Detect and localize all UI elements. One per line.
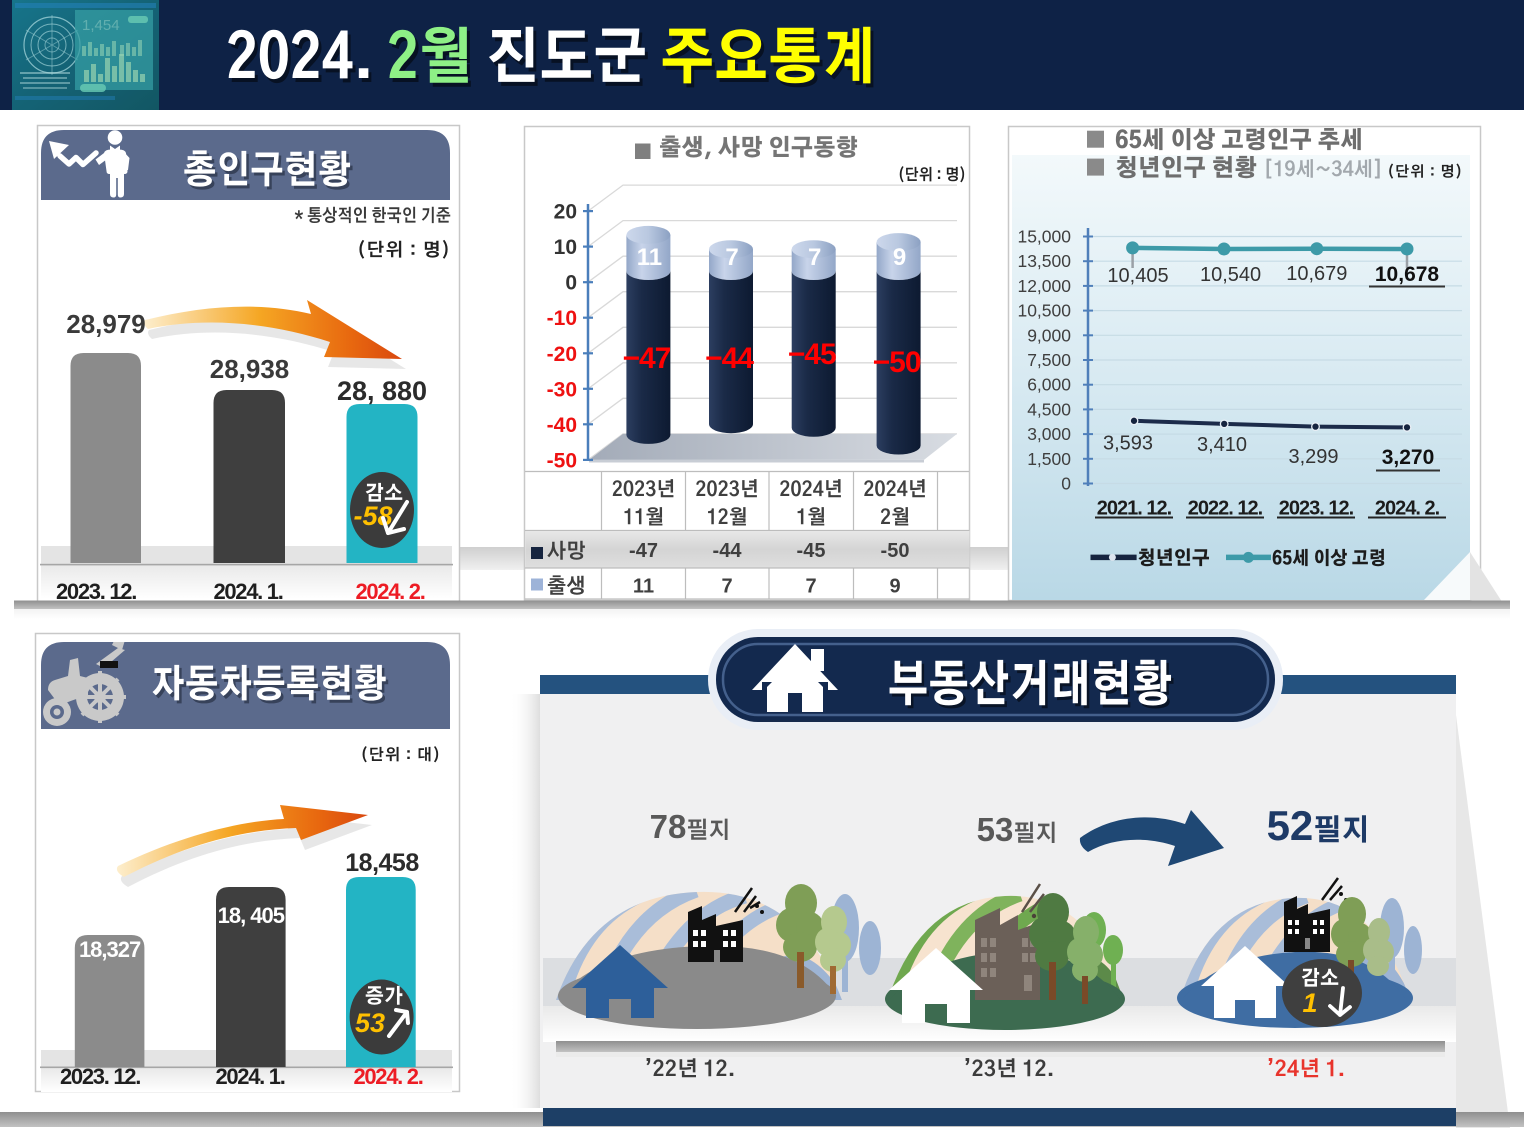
svg-text:2022. 12.: 2022. 12. xyxy=(1188,498,1263,520)
svg-text:2024. 1.: 2024. 1. xyxy=(213,579,282,604)
svg-text:7: 7 xyxy=(805,576,816,598)
svg-text:4,500: 4,500 xyxy=(1027,399,1071,419)
svg-text:2024. 2.: 2024. 2. xyxy=(353,1064,422,1089)
svg-text:10: 10 xyxy=(554,236,577,259)
svg-text:10,679: 10,679 xyxy=(1286,263,1347,285)
svg-text:28,938: 28,938 xyxy=(210,354,290,384)
svg-text:53: 53 xyxy=(355,1008,385,1038)
svg-text:0: 0 xyxy=(565,272,577,295)
svg-text:10,405: 10,405 xyxy=(1107,265,1168,287)
svg-text:9: 9 xyxy=(889,576,900,598)
svg-text:7: 7 xyxy=(721,576,732,598)
svg-text:28,979: 28,979 xyxy=(66,309,146,339)
svg-text:1,454: 1,454 xyxy=(82,17,120,34)
svg-text:-50: -50 xyxy=(881,540,910,562)
svg-text:3,410: 3,410 xyxy=(1197,434,1247,456)
svg-text:53: 53 xyxy=(977,811,1014,848)
svg-text:−47: −47 xyxy=(622,342,670,375)
svg-text:−50: −50 xyxy=(873,346,921,379)
svg-text:28, 880: 28, 880 xyxy=(337,376,427,406)
svg-text:13,500: 13,500 xyxy=(1017,251,1071,271)
svg-text:1: 1 xyxy=(1302,988,1317,1018)
svg-text:3,299: 3,299 xyxy=(1288,446,1338,468)
svg-text:10,540: 10,540 xyxy=(1200,264,1261,286)
svg-text:0: 0 xyxy=(1061,474,1071,494)
svg-text:3,593: 3,593 xyxy=(1103,433,1153,455)
svg-text:-47: -47 xyxy=(629,540,658,562)
svg-text:2024. 2.: 2024. 2. xyxy=(1375,498,1440,520)
svg-text:7: 7 xyxy=(808,244,821,271)
svg-text:11: 11 xyxy=(633,576,654,598)
svg-text:-50: -50 xyxy=(547,449,577,472)
svg-text:7: 7 xyxy=(725,244,738,271)
svg-text:12,000: 12,000 xyxy=(1017,276,1071,296)
svg-text:52: 52 xyxy=(1267,802,1314,849)
svg-text:15,000: 15,000 xyxy=(1017,227,1071,247)
svg-text:2023. 12.: 2023. 12. xyxy=(56,579,136,604)
svg-text:2023. 12.: 2023. 12. xyxy=(60,1064,140,1089)
svg-text:-10: -10 xyxy=(547,307,577,330)
svg-text:78: 78 xyxy=(650,808,687,845)
svg-text:-45: -45 xyxy=(797,540,826,562)
svg-text:18,458: 18,458 xyxy=(345,849,419,877)
svg-text:6,000: 6,000 xyxy=(1027,375,1071,395)
svg-text:-40: -40 xyxy=(547,414,577,437)
svg-text:9: 9 xyxy=(893,244,906,271)
svg-text:10,500: 10,500 xyxy=(1017,301,1071,321)
svg-text:−45: −45 xyxy=(788,338,836,371)
svg-text:2023. 12.: 2023. 12. xyxy=(1279,498,1354,520)
svg-text:2024. 2.: 2024. 2. xyxy=(355,579,424,604)
svg-text:18, 405: 18, 405 xyxy=(218,903,285,928)
svg-text:18,327: 18,327 xyxy=(79,937,141,962)
svg-text:2021. 12.: 2021. 12. xyxy=(1097,498,1172,520)
svg-text:10,678: 10,678 xyxy=(1375,263,1440,286)
svg-text:11: 11 xyxy=(637,244,662,271)
svg-text:3,270: 3,270 xyxy=(1382,446,1435,469)
svg-text:9,000: 9,000 xyxy=(1027,325,1071,345)
svg-text:3,000: 3,000 xyxy=(1027,424,1071,444)
svg-text:7,500: 7,500 xyxy=(1027,350,1071,370)
svg-text:20: 20 xyxy=(554,201,577,224)
svg-text:1,500: 1,500 xyxy=(1027,449,1071,469)
svg-text:-30: -30 xyxy=(547,378,577,401)
svg-text:-44: -44 xyxy=(713,540,743,562)
svg-text:2024. 1.: 2024. 1. xyxy=(215,1064,284,1089)
svg-text:−44: −44 xyxy=(705,342,754,375)
svg-text:-20: -20 xyxy=(547,343,577,366)
